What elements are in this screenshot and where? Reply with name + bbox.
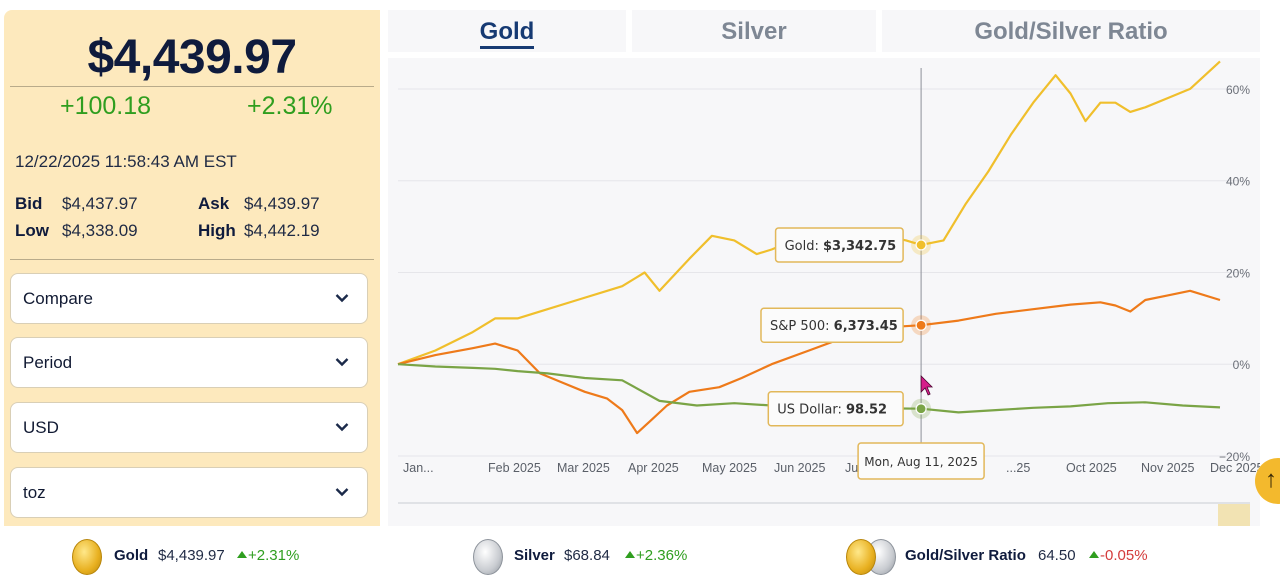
- ticker-name: Gold: [114, 547, 149, 564]
- y-tick-label: 60%: [1226, 83, 1250, 97]
- tooltip-text: S&P 500: 6,373.45: [770, 319, 898, 334]
- high-value: $4,442.19: [244, 221, 320, 240]
- compare-select[interactable]: Compare: [10, 273, 368, 324]
- ticker-price: $68.84: [564, 547, 610, 564]
- ask-stat: Ask $4,439.97: [198, 194, 320, 214]
- chevron-down-icon: [335, 488, 349, 497]
- y-tick-label: 20%: [1226, 266, 1250, 280]
- mouse-cursor-icon: [920, 375, 934, 396]
- ask-label: Ask: [198, 194, 230, 213]
- price-divider: [10, 86, 374, 87]
- date-tooltip-box: [857, 442, 985, 480]
- date-tooltip-text: Mon, Aug 11, 2025: [864, 455, 978, 469]
- tab-gold[interactable]: Gold: [388, 10, 626, 52]
- x-tick-label: Feb 2025: [488, 461, 541, 475]
- high-label: High: [198, 221, 236, 240]
- ticker-name: Silver: [514, 547, 555, 564]
- hover-marker: [915, 239, 927, 251]
- x-tick-label: Jun 2025: [774, 461, 825, 475]
- unit-select-value: toz: [23, 483, 46, 502]
- triangle-up-icon: [1089, 551, 1099, 558]
- x-tick-label: Jan...: [403, 461, 434, 475]
- triangle-up-icon: [237, 551, 247, 558]
- compare-select-value: Compare: [23, 289, 93, 308]
- ticker-change: -0.05%: [1100, 547, 1148, 564]
- tooltip-text: US Dollar: 98.52: [777, 403, 887, 418]
- arrow-up-icon: ↑: [1265, 466, 1277, 493]
- ticker-price: $4,439.97: [158, 547, 225, 564]
- tab-silver-label: Silver: [721, 18, 787, 45]
- x-tick-label: Apr 2025: [628, 461, 679, 475]
- quote-timestamp: 12/22/2025 11:58:43 AM EST: [15, 152, 237, 171]
- period-select-value: Period: [23, 353, 73, 372]
- stats-divider: [10, 259, 374, 260]
- navigator-handle: [1218, 504, 1250, 526]
- tooltip-box: [767, 390, 904, 427]
- high-stat: High $4,442.19: [198, 221, 320, 241]
- gold-coin-icon: [846, 539, 876, 575]
- y-tick-label: 40%: [1226, 175, 1250, 189]
- x-tick-label: Oct 2025: [1066, 461, 1117, 475]
- ask-value: $4,439.97: [244, 194, 320, 213]
- tooltip-label: US Dollar:: [777, 403, 846, 418]
- ticker-change: +2.31%: [248, 547, 300, 564]
- ticker-change: +2.36%: [636, 547, 688, 564]
- price-change: +100.18: [60, 92, 152, 120]
- tooltip-text: Gold: $3,342.75: [785, 239, 897, 254]
- price-change-percent: +2.31%: [247, 92, 333, 120]
- ticker-name: Gold/Silver Ratio: [905, 547, 1026, 564]
- y-tick-label: −20%: [1219, 450, 1250, 464]
- tooltip-label: Gold:: [785, 239, 823, 254]
- y-tick-label: 0%: [1233, 358, 1251, 372]
- chart-canvas[interactable]: 60% 40% 20% 0% −20% Jan... Feb 2025 Mar 2025 Apr…: [388, 58, 1260, 526]
- chevron-down-icon: [335, 294, 349, 303]
- tooltip-box: [774, 227, 904, 263]
- price-chart[interactable]: 60% 40% 20% 0% −20% Jan... Feb 2025 Mar 2025 Apr…: [388, 58, 1260, 526]
- triangle-up-icon: [625, 551, 635, 558]
- hover-marker: [915, 319, 927, 331]
- quote-panel: $4,439.97 +100.18 +2.31% 12/22/2025 11:5…: [4, 10, 380, 526]
- price-ticker: Gold $4,439.97 +2.31% Silver $68.84 +2.3…: [0, 530, 1280, 580]
- unit-select[interactable]: toz: [10, 467, 368, 518]
- x-tick-label: Nov 2025: [1141, 461, 1195, 475]
- x-tick-label: ...25: [1006, 461, 1030, 475]
- tab-gold-label: Gold: [479, 18, 535, 49]
- tab-ratio-label: Gold/Silver Ratio: [974, 18, 1168, 45]
- tab-silver[interactable]: Silver: [632, 10, 876, 52]
- gold-coin-icon: [72, 539, 102, 575]
- tooltip-value: 98.52: [846, 403, 887, 418]
- low-value: $4,338.09: [62, 221, 138, 240]
- tab-gold-silver-ratio[interactable]: Gold/Silver Ratio: [882, 10, 1260, 52]
- silver-coin-icon: [473, 539, 503, 575]
- bid-value: $4,437.97: [62, 194, 138, 213]
- x-tick-label: Dec 2025: [1210, 461, 1260, 475]
- tooltip-box: [760, 307, 904, 343]
- x-tick-label: May 2025: [702, 461, 757, 475]
- hover-marker: [915, 403, 927, 415]
- period-select[interactable]: Period: [10, 337, 368, 388]
- currency-select-value: USD: [23, 418, 59, 437]
- x-tick-label: Mar 2025: [557, 461, 610, 475]
- chevron-down-icon: [335, 358, 349, 367]
- tooltip-value: 6,373.45: [834, 319, 898, 334]
- bid-stat: Bid $4,437.97: [15, 194, 138, 214]
- low-stat: Low $4,338.09: [15, 221, 138, 241]
- tooltip-value: $3,342.75: [823, 239, 896, 254]
- chevron-down-icon: [335, 423, 349, 432]
- ticker-price: 64.50: [1038, 547, 1076, 564]
- low-label: Low: [15, 221, 49, 240]
- series-line-s-p-500: [397, 289, 1221, 435]
- current-price: $4,439.97: [87, 31, 297, 84]
- currency-select[interactable]: USD: [10, 402, 368, 453]
- tooltip-label: S&P 500:: [770, 319, 834, 334]
- bid-label: Bid: [15, 194, 43, 213]
